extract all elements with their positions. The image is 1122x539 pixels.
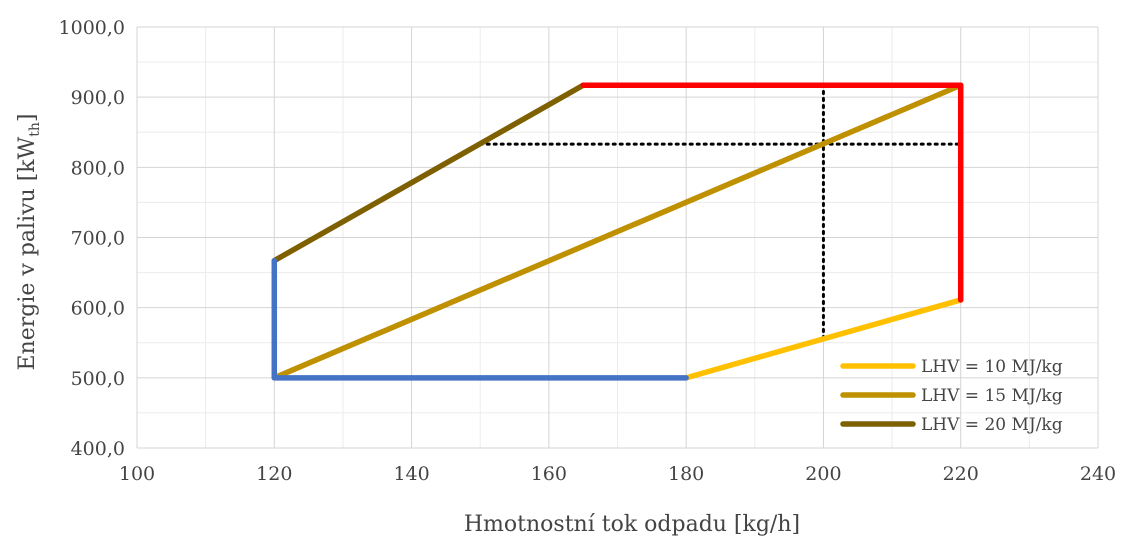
series-line <box>271 82 586 264</box>
series-line <box>271 82 964 381</box>
legend: LHV = 10 MJ/kg LHV = 15 MJ/kg LHV = 20 MJ/… <box>840 357 1063 435</box>
tick-labels: 100 120 140 160 180 200 220 240 400,0 500,0 600,0 7… <box>59 17 1117 485</box>
y-axis-title-subscript: th <box>27 122 43 137</box>
x-tick-label: 100 <box>119 463 155 485</box>
x-tick-label: 240 <box>1080 463 1116 485</box>
series-line <box>271 257 689 381</box>
y-tick-label: 800,0 <box>71 157 125 179</box>
x-tick-label: 200 <box>805 463 841 485</box>
legend-label: LHV = 15 MJ/kg <box>921 386 1063 406</box>
series-line <box>580 82 964 303</box>
y-tick-label: 500,0 <box>71 368 125 390</box>
y-tick-label: 900,0 <box>71 87 125 109</box>
y-tick-label: 400,0 <box>71 438 125 460</box>
y-tick-label: 1000,0 <box>59 17 125 39</box>
x-tick-label: 120 <box>256 463 292 485</box>
y-axis-title-bracket: ] <box>15 114 40 123</box>
series-lines <box>271 82 964 381</box>
x-tick-label: 140 <box>393 463 429 485</box>
legend-label: LHV = 20 MJ/kg <box>921 415 1063 435</box>
y-tick-label: 600,0 <box>71 298 125 320</box>
y-axis-title-main: Energie v palivu [kW <box>15 136 40 370</box>
x-tick-label: 160 <box>531 463 567 485</box>
guide-lines <box>478 83 963 341</box>
x-tick-label: 220 <box>943 463 979 485</box>
x-axis-title: Hmotnostní tok odpadu [kg/h] <box>464 512 800 537</box>
x-tick-label: 180 <box>668 463 704 485</box>
series-line <box>683 297 964 381</box>
major-gridlines <box>136 26 1099 449</box>
legend-label: LHV = 10 MJ/kg <box>921 357 1063 377</box>
y-tick-label: 700,0 <box>71 228 125 250</box>
y-axis-title: Energie v palivu [kWth] <box>15 114 43 371</box>
